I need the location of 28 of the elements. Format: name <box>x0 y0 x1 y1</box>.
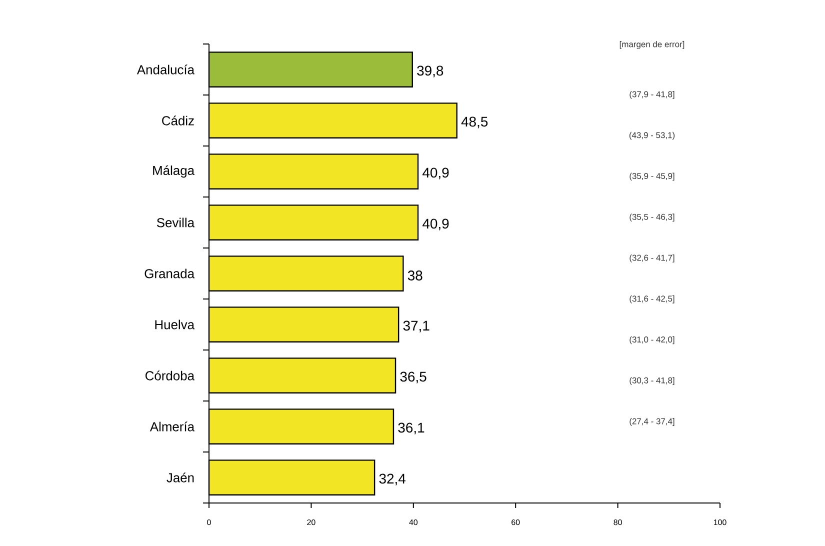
data-label: 39,8 <box>417 66 444 78</box>
y-tick-label: Granada <box>144 268 195 278</box>
data-label: 40,9 <box>422 218 449 230</box>
data-label: 48,5 <box>461 116 488 128</box>
data-label: 38 <box>408 270 422 280</box>
y-tick-label: Jaén <box>166 472 194 482</box>
annotation: (27,4 - 37,4] <box>630 418 674 426</box>
annotation: (35,5 - 46,3] <box>630 214 674 222</box>
annotation: (30,3 - 41,8] <box>630 377 674 386</box>
annotation: (31,6 - 42,5] <box>630 295 674 304</box>
data-label: 36,1 <box>398 422 424 434</box>
data-label: 40,9 <box>422 168 449 180</box>
y-tick-label: Huelva <box>155 320 195 330</box>
annotation: (35,9 - 45,9] <box>630 172 674 181</box>
annotation: (31,0 - 42,0] <box>630 336 674 344</box>
y-tick-label: Sevilla <box>156 218 195 228</box>
y-tick-label: Almería <box>150 422 195 432</box>
data-label: 36,5 <box>400 372 426 384</box>
y-tick-label: Cádiz <box>162 116 194 126</box>
y-tick-label: Córdoba <box>146 370 195 380</box>
annotation: (32,6 - 41,7] <box>630 254 674 262</box>
annotation: (37,9 - 41,8] <box>630 91 674 99</box>
data-label: 32,4 <box>379 474 406 486</box>
data-label: 37,1 <box>403 320 430 332</box>
annotation: [margen de error] <box>620 41 684 49</box>
y-tick-label: Andalucía <box>136 64 195 74</box>
y-tick-label: Málaga <box>153 165 195 178</box>
annotation: (43,9 - 53,1) <box>629 132 675 140</box>
